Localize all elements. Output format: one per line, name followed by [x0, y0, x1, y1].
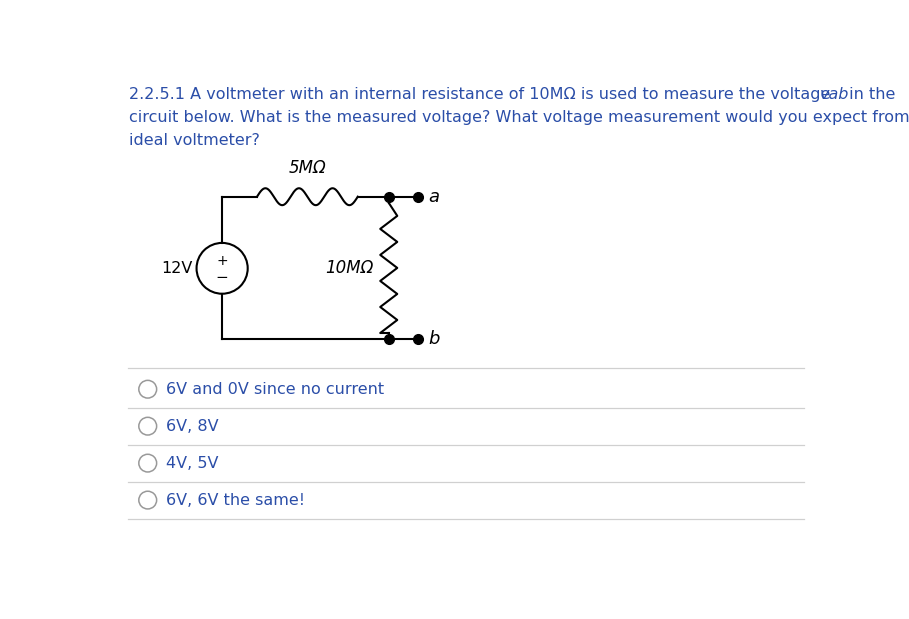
Text: 2.2.5.1 A voltmeter with an internal resistance of 10MΩ is used to measure the v: 2.2.5.1 A voltmeter with an internal res… [129, 87, 835, 102]
Text: 4V, 5V: 4V, 5V [166, 456, 219, 470]
Text: in the: in the [844, 87, 895, 102]
Text: vab: vab [820, 87, 850, 102]
Text: 6V, 6V the same!: 6V, 6V the same! [166, 493, 305, 508]
Text: b: b [428, 330, 440, 348]
Text: 5MΩ: 5MΩ [288, 160, 326, 178]
Text: 6V, 8V: 6V, 8V [166, 418, 219, 434]
Text: 12V: 12V [162, 261, 193, 276]
Text: circuit below. What is the measured voltage? What voltage measurement would you : circuit below. What is the measured volt… [129, 110, 909, 124]
Text: +: + [216, 254, 228, 267]
Text: −: − [215, 270, 228, 285]
Text: a: a [428, 188, 439, 206]
Text: 10MΩ: 10MΩ [325, 259, 374, 277]
Text: 6V and 0V since no current: 6V and 0V since no current [166, 382, 385, 397]
Text: ideal voltmeter?: ideal voltmeter? [129, 133, 260, 148]
